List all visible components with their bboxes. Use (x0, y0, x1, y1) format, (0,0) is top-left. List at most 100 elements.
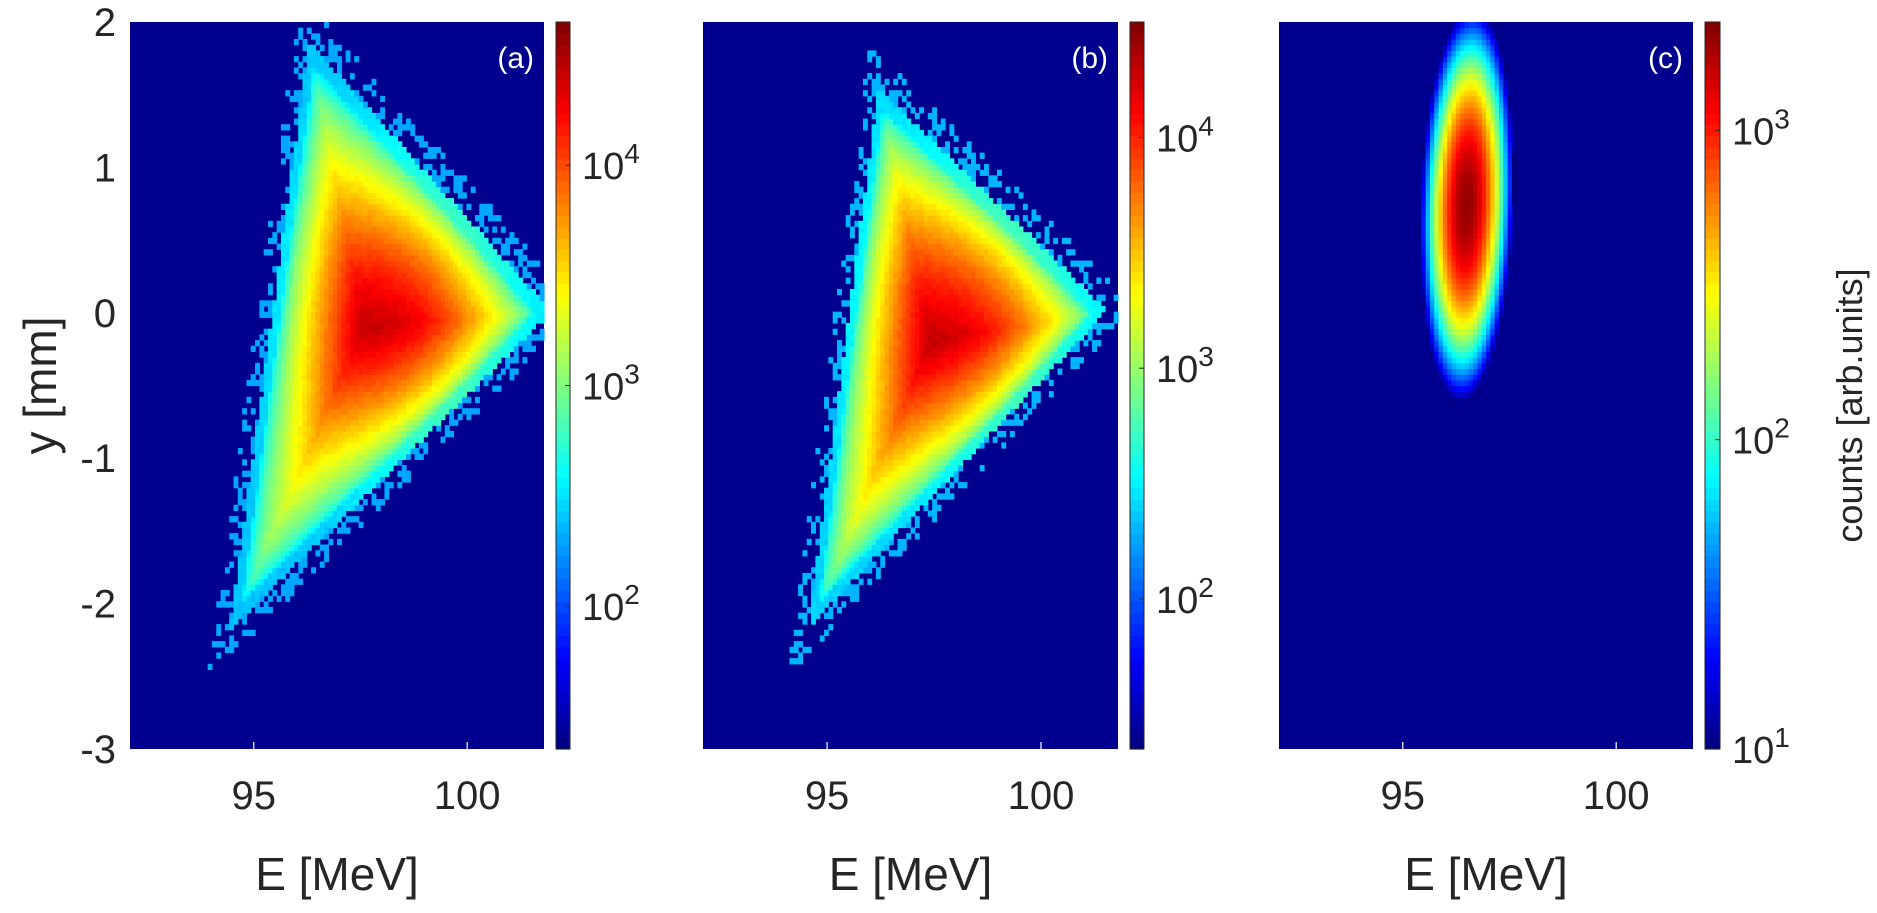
heatmap-bin (328, 493, 334, 500)
heatmap-bin (319, 311, 325, 318)
heatmap-bin (384, 152, 390, 159)
heatmap-bin (436, 243, 442, 250)
heatmap-bin (410, 379, 416, 387)
heatmap-bin (393, 340, 398, 347)
heatmap-bin (449, 430, 455, 438)
heatmap-bin (410, 209, 416, 216)
heatmap-bin (246, 589, 252, 597)
heatmap-bin (397, 237, 403, 245)
heatmap-bin (285, 209, 291, 216)
heatmap-bin (263, 408, 269, 415)
heatmap-bin (819, 521, 825, 529)
heatmap-bin (414, 294, 420, 301)
heatmap-bin (453, 226, 459, 233)
heatmap-bin (867, 169, 873, 176)
heatmap-bin (358, 345, 364, 353)
heatmap-bin (466, 379, 472, 387)
heatmap-bin (362, 345, 368, 353)
heatmap-bin (324, 67, 329, 74)
heatmap-bin (354, 260, 360, 267)
heatmap-bin (513, 351, 519, 358)
heatmap-bin (380, 209, 386, 216)
heatmap-bin (298, 101, 304, 108)
heatmap-bin (319, 78, 325, 86)
heatmap-bin (337, 152, 342, 159)
heatmap-bin (414, 391, 420, 398)
heatmap-bin (298, 413, 304, 421)
heatmap-bin (867, 493, 873, 500)
heatmap-bin (393, 232, 398, 239)
heatmap-bin (393, 186, 398, 193)
heatmap-bin (858, 504, 864, 512)
heatmap-bin (884, 163, 890, 171)
heatmap-bin (293, 510, 299, 517)
heatmap-bin (867, 578, 873, 585)
heatmap-bin (315, 550, 321, 557)
heatmap-bin (306, 283, 312, 290)
heatmap-bin (423, 402, 429, 409)
heatmap-bin (293, 146, 299, 154)
heatmap-bin (293, 470, 299, 477)
heatmap-bin (255, 425, 260, 432)
heatmap-bin (380, 317, 386, 324)
heatmap-bin (427, 260, 433, 267)
heatmap-bin (893, 459, 899, 466)
heatmap-bin (328, 288, 334, 296)
heatmap-bin (250, 601, 256, 608)
heatmap-bin (436, 391, 442, 398)
heatmap-bin (811, 527, 816, 534)
heatmap-bin (349, 243, 355, 250)
heatmap-bin (462, 226, 467, 233)
heatmap-bin (276, 243, 282, 250)
heatmap-bin (832, 504, 838, 512)
heatmap-bin (487, 351, 493, 358)
heatmap-bin (345, 198, 351, 205)
heatmap-bin (298, 305, 304, 313)
heatmap-bin (285, 430, 291, 438)
heatmap-bin (280, 317, 286, 324)
heatmap-bin (397, 317, 403, 324)
heatmap-bin (337, 271, 342, 279)
heatmap-bin (289, 499, 295, 506)
heatmap-bin (289, 163, 295, 171)
heatmap-bin (332, 181, 338, 188)
heatmap-bin (237, 601, 243, 608)
heatmap-bin (418, 357, 424, 364)
heatmap-bin (884, 362, 890, 370)
heatmap-bin (362, 436, 368, 443)
heatmap-bin (535, 294, 541, 301)
heatmap-bin (505, 305, 511, 313)
heatmap-bin (526, 311, 532, 318)
heatmap-bin (324, 436, 329, 443)
heatmap-bin (349, 294, 355, 301)
heatmap-bin (505, 334, 511, 341)
heatmap-bin (824, 612, 829, 619)
heatmap-bin (492, 311, 498, 318)
heatmap-bin (475, 323, 480, 330)
heatmap-bin (841, 374, 847, 381)
heatmap-bin (263, 567, 269, 574)
heatmap-bin (302, 112, 308, 120)
heatmap-bin (526, 317, 532, 324)
heatmap-bin (293, 175, 299, 182)
heatmap-bin (311, 283, 317, 290)
heatmap-bin (832, 595, 838, 602)
heatmap-bin (298, 27, 304, 34)
heatmap-bin (535, 300, 541, 307)
heatmap-bin (349, 146, 355, 154)
heatmap-bin (854, 220, 860, 228)
heatmap-bin (371, 374, 377, 381)
heatmap-bin (884, 323, 890, 330)
heatmap-bin (875, 311, 881, 318)
heatmap-bin (854, 447, 860, 455)
heatmap-bin (255, 430, 260, 438)
heatmap-bin (431, 215, 437, 222)
heatmap-bin (328, 220, 334, 228)
heatmap-bin (358, 107, 364, 114)
heatmap-bin (462, 334, 467, 341)
heatmap-bin (867, 334, 873, 341)
heatmap-bin (414, 374, 420, 381)
heatmap-bin (828, 567, 834, 574)
heatmap-bin (854, 521, 860, 529)
heatmap-bin (285, 357, 291, 364)
